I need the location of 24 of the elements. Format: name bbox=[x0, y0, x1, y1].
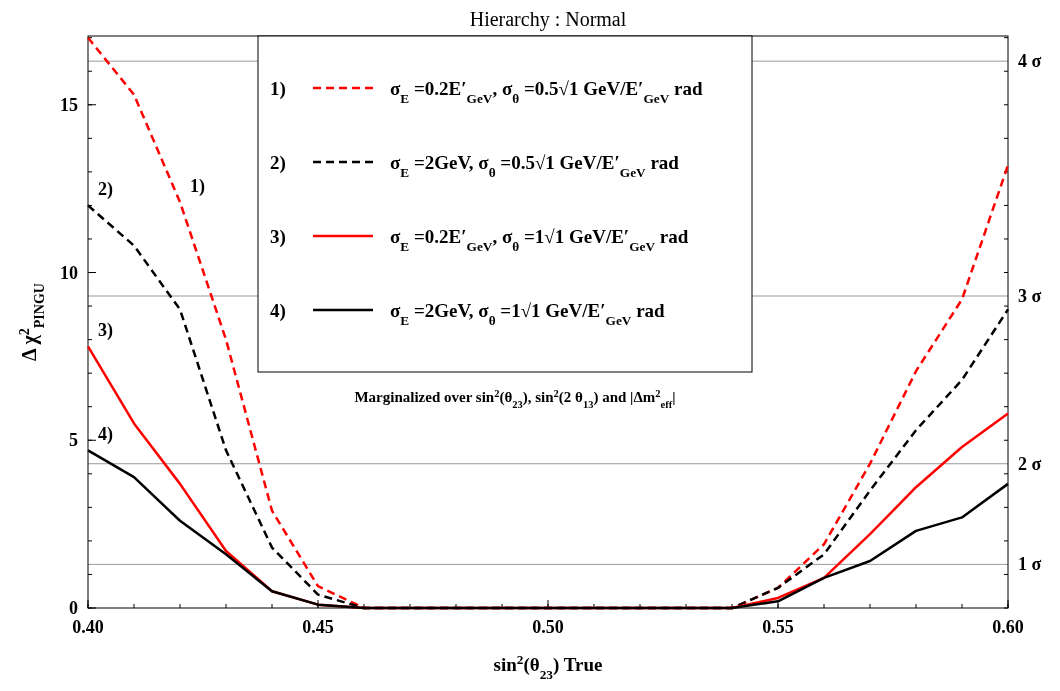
annotation: 2) bbox=[98, 179, 113, 201]
ref-line-label: 2 σ bbox=[1018, 453, 1042, 474]
text: 2) σ$_{E}$ =2GeV, σ$_{θ}$ =0.5√1 GeV/E′$_{GeV}$ rad bbox=[270, 152, 679, 180]
text: 4) σ$_{E}$ =2GeV, σ$_{θ}$ =1√1 GeV/E′$_{GeV}$ rad bbox=[270, 300, 665, 328]
y-tick-label: 0 bbox=[69, 598, 78, 618]
ref-line-label: 1 σ bbox=[1018, 554, 1042, 575]
x-axis-title: sin$^{2}$(θ$_{23}$) True bbox=[493, 651, 603, 682]
text: Marginalized over sin$^{2}$(θ$_{23}$), sin$^{2}$(2 θ$_{13}$) and |Δm$^{2}$$_{eff}$| bbox=[354, 387, 676, 410]
x-tick-label: 0.55 bbox=[762, 617, 794, 637]
x-tick-label: 0.50 bbox=[532, 617, 564, 637]
ref-line-label: 3 σ bbox=[1018, 286, 1042, 306]
x-tick-label: 0.60 bbox=[992, 617, 1024, 637]
x-tick-label: 0.45 bbox=[302, 617, 334, 637]
text: 1) σ$_{E}$ =0.2E′$_{GeV}$, σ$_{θ}$ =0.5√1 GeV/E′$_{GeV}$ rad bbox=[270, 78, 703, 106]
annotation: 4) bbox=[98, 424, 113, 446]
text: 3) σ$_{E}$ =0.2E′$_{GeV}$, σ$_{θ}$ =1√1 GeV/E′$_{GeV}$ rad bbox=[270, 226, 689, 254]
x-tick-label: 0.40 bbox=[72, 617, 104, 637]
annotation: 1) bbox=[190, 176, 205, 198]
ref-line-label: 4 σ bbox=[1018, 51, 1042, 72]
y-tick-label: 5 bbox=[69, 430, 78, 451]
y-tick-label: 15 bbox=[60, 94, 78, 115]
annotation: 3) bbox=[98, 320, 113, 342]
y-tick-label: 10 bbox=[60, 262, 78, 283]
chart-title: Hierarchy : Normal bbox=[469, 8, 627, 31]
